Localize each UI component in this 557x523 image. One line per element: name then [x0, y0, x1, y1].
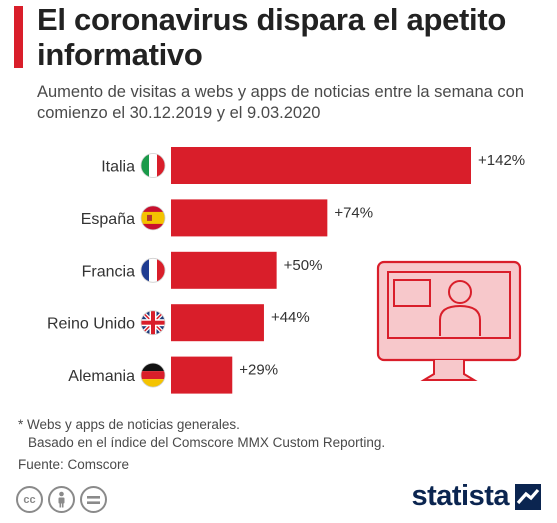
category-label: Reino Unido — [47, 316, 135, 333]
note-line-1: * Webs y apps de noticias generales. — [18, 417, 240, 432]
chart-notes: * Webs y apps de noticias generales. Bas… — [18, 416, 538, 474]
value-label: +74% — [334, 204, 373, 221]
chart-title: El coronavirus dispara el apetito inform… — [37, 2, 507, 72]
uk-flag-icon — [140, 310, 166, 336]
spain-flag-icon — [140, 205, 166, 231]
bar — [171, 199, 328, 237]
bars-layer: Italia +142% España +74% Francia +50% Reino Un… — [47, 147, 525, 394]
germany-flag-icon — [140, 362, 166, 388]
category-label: Francia — [82, 263, 135, 280]
cc-icon[interactable]: cc — [16, 486, 43, 513]
monitor-illustration-icon — [376, 260, 522, 381]
person-icon[interactable] — [48, 486, 75, 513]
statista-mark-icon — [515, 483, 541, 510]
value-label: +44% — [271, 309, 310, 326]
france-flag-icon — [140, 257, 166, 283]
category-label: Alemania — [68, 368, 135, 385]
value-label: +29% — [239, 362, 278, 379]
title-accent-bar — [14, 6, 23, 68]
bar — [171, 251, 277, 289]
bar — [171, 147, 471, 184]
bar — [171, 356, 233, 394]
license-icons: cc — [16, 486, 107, 513]
italy-flag-icon — [140, 153, 166, 178]
brand-name: statista — [411, 480, 509, 512]
bar — [171, 304, 264, 342]
category-label: España — [81, 211, 135, 228]
chart-subtitle: Aumento de visitas a webs y apps de noti… — [37, 83, 525, 122]
note-line-2: Basado en el índice del Comscore MMX Cus… — [28, 435, 386, 450]
category-label: Italia — [101, 159, 135, 176]
equals-icon[interactable] — [80, 486, 107, 513]
value-label: +142% — [478, 152, 525, 169]
bar-chart: Italia +142% España +74% Francia +50% Reino Un… — [47, 147, 525, 394]
value-label: +50% — [284, 257, 323, 274]
source-note: Fuente: Comscore — [18, 457, 130, 472]
statista-logo[interactable]: statista — [411, 480, 541, 513]
